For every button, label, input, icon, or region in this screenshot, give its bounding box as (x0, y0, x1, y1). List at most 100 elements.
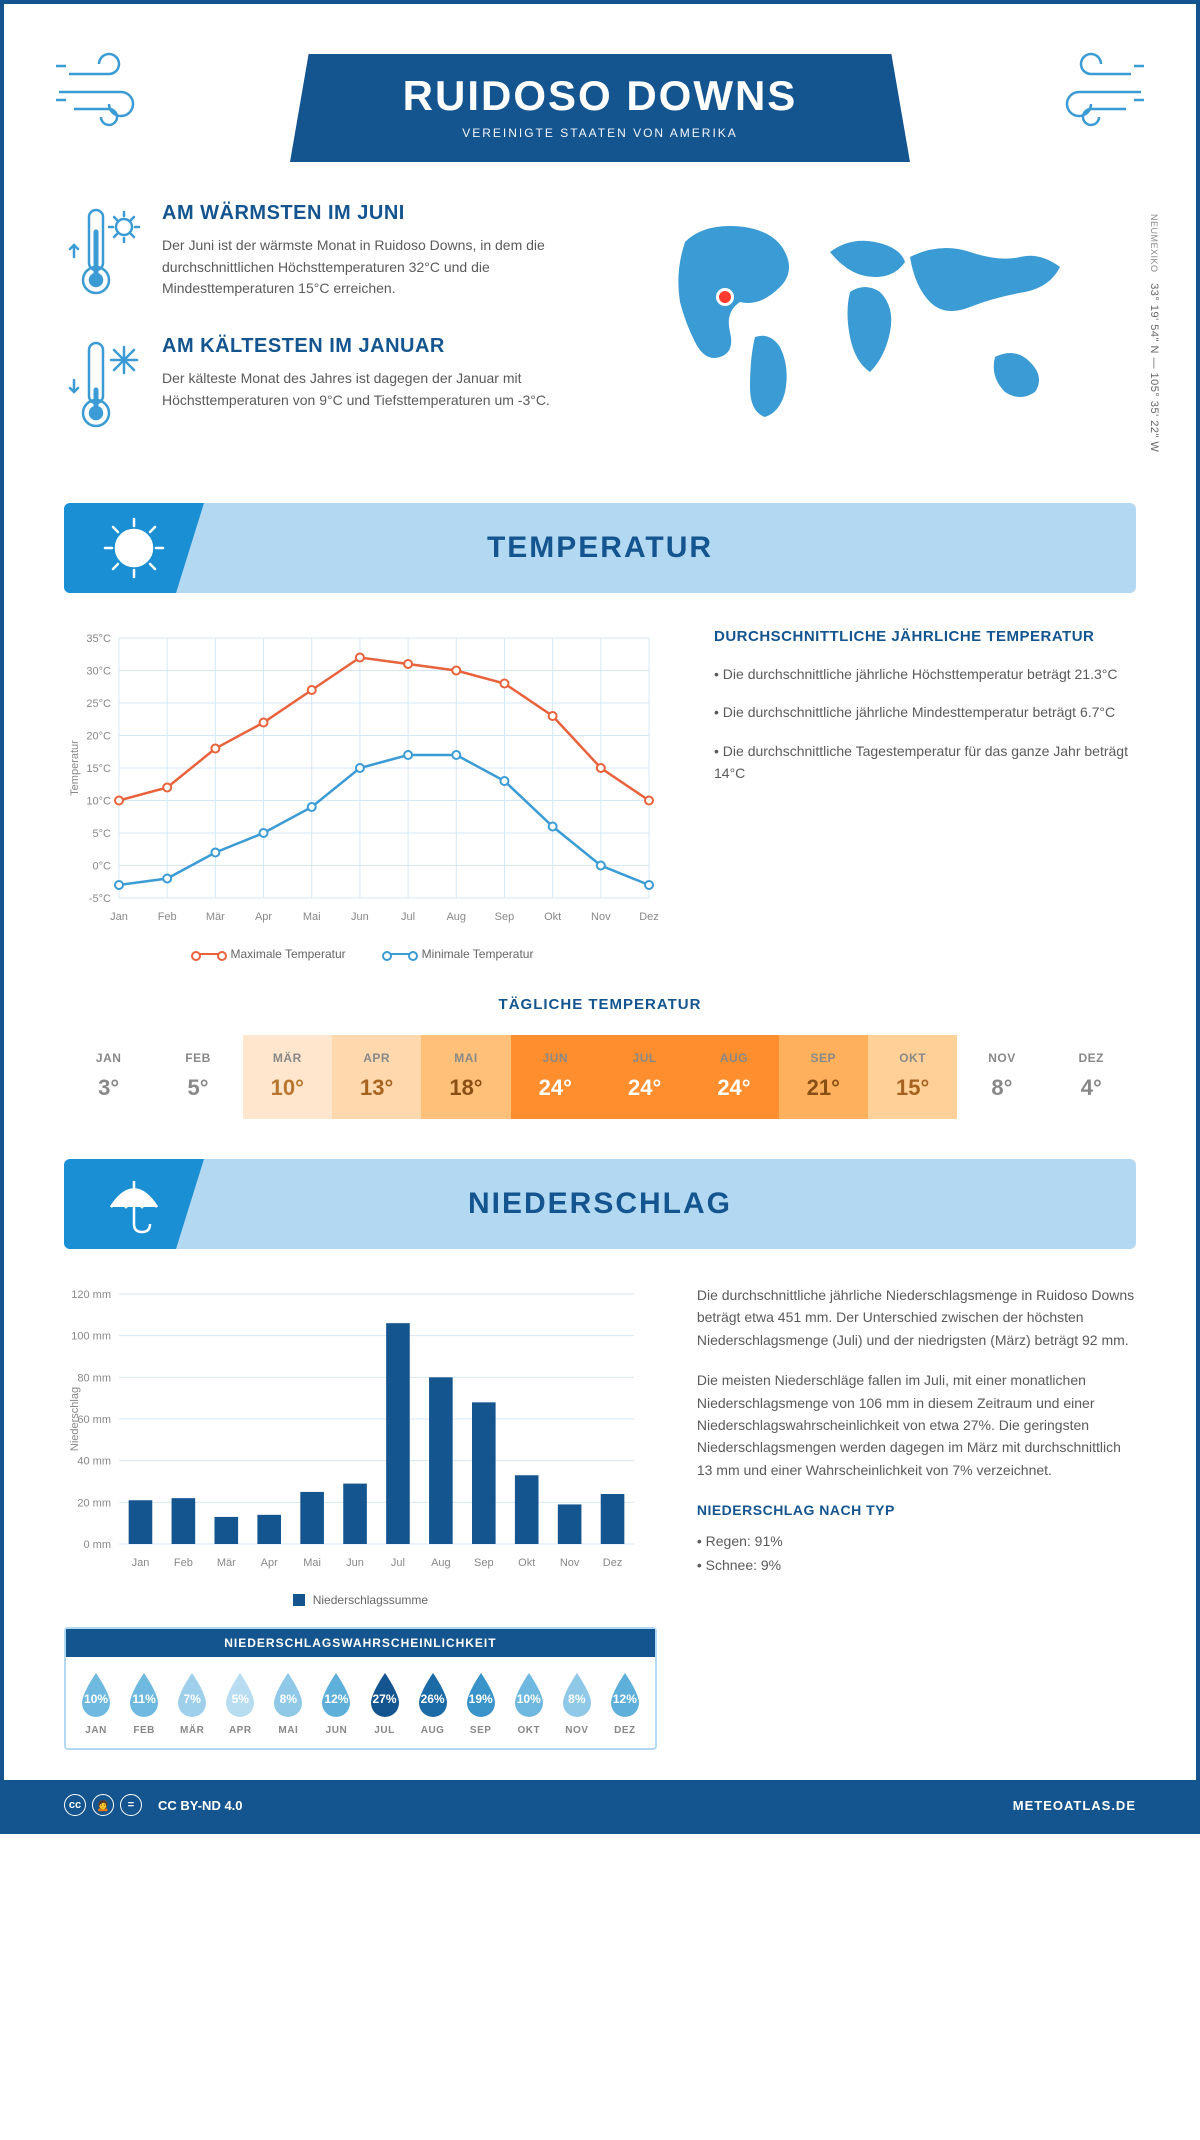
daily-temp-cell: MÄR 10° (243, 1035, 332, 1119)
svg-text:Jul: Jul (391, 1557, 405, 1569)
temp-cell-month: OKT (872, 1051, 953, 1065)
svg-text:35°C: 35°C (86, 633, 111, 645)
svg-text:40 mm: 40 mm (77, 1456, 111, 1468)
umbrella-icon (99, 1169, 169, 1239)
daily-temp-cell: OKT15° (868, 1035, 957, 1119)
probability-month: FEB (122, 1725, 166, 1736)
probability-cell: 26% AUG (411, 1671, 455, 1736)
svg-text:Niederschlag: Niederschlag (69, 1387, 81, 1451)
svg-text:Mär: Mär (217, 1557, 236, 1569)
svg-text:Apr: Apr (261, 1557, 278, 1569)
precip-chart-legend: Niederschlagssumme (64, 1593, 657, 1607)
temp-cell-value: 13° (336, 1075, 417, 1101)
svg-text:Sep: Sep (474, 1557, 494, 1569)
svg-text:0°C: 0°C (93, 861, 112, 873)
temp-cell-month: JAN (68, 1051, 149, 1065)
temp-cell-value: 5° (157, 1075, 238, 1101)
daily-temp-title: TÄGLICHE TEMPERATUR (64, 996, 1136, 1013)
legend-max: Maximale Temperatur (231, 947, 346, 961)
daily-temp-cell: JUL24° (600, 1035, 689, 1119)
probability-value: 12% (324, 1692, 348, 1706)
temperature-line-chart: -5°C0°C5°C10°C15°C20°C25°C30°C35°CJanFeb… (64, 628, 664, 928)
probability-month: JUL (362, 1725, 406, 1736)
svg-text:Apr: Apr (255, 911, 272, 923)
probability-cell: 10%JAN (74, 1671, 118, 1736)
svg-text:Temperatur: Temperatur (69, 740, 81, 796)
svg-text:15°C: 15°C (86, 763, 111, 775)
temp-cell-month: FEB (157, 1051, 238, 1065)
raindrop-icon: 26% (413, 1671, 453, 1719)
probability-value: 10% (517, 1692, 541, 1706)
coldest-text: Der kälteste Monat des Jahres ist dagege… (162, 368, 605, 411)
probability-value: 19% (469, 1692, 493, 1706)
daily-temp-cell: NOV8° (957, 1035, 1046, 1119)
precipitation-banner: NIEDERSCHLAG (64, 1159, 1136, 1249)
page-title: RUIDOSO DOWNS (330, 72, 870, 120)
thermometer-cold-icon (64, 335, 144, 435)
probability-value: 11% (132, 1692, 155, 1706)
page-subtitle: VEREINIGTE STAATEN VON AMERIKA (330, 126, 870, 140)
probability-value: 7% (184, 1692, 201, 1706)
probability-month: MAI (266, 1725, 310, 1736)
svg-text:5°C: 5°C (93, 828, 112, 840)
wind-icon (54, 44, 164, 134)
precip-para1: Die durchschnittliche jährliche Niedersc… (697, 1284, 1136, 1351)
svg-text:Aug: Aug (431, 1557, 451, 1569)
daily-temp-cell: FEB 5° (153, 1035, 242, 1119)
region-label: NEUMEXIKO (1149, 214, 1159, 273)
temp-cell-month: APR (336, 1051, 417, 1065)
coords-value: 33° 19' 54" N — 105° 35' 22" W (1148, 283, 1160, 452)
temp-cell-month: MAI (425, 1051, 506, 1065)
world-map: NEUMEXIKO 33° 19' 54" N — 105° 35' 22" W (645, 202, 1136, 468)
daily-temperature-table: TÄGLICHE TEMPERATUR JAN3° FEB 5° MÄR 10° APR 1… (64, 996, 1136, 1119)
raindrop-icon: 10% (509, 1671, 549, 1719)
temp-cell-value: 4° (1051, 1075, 1132, 1101)
temp-cell-month: NOV (961, 1051, 1042, 1065)
temp-chart-legend: Maximale Temperatur Minimale Temperatur (64, 947, 664, 961)
precip-snow: • Schnee: 9% (697, 1554, 1136, 1576)
probability-cell: 27% JUL (362, 1671, 406, 1736)
license-badge: cc 🙍 = CC BY-ND 4.0 (64, 1794, 243, 1816)
probability-month: JUN (314, 1725, 358, 1736)
temp-cell-month: MÄR (247, 1051, 328, 1065)
daily-temp-cell: JUN24° (511, 1035, 600, 1119)
svg-text:60 mm: 60 mm (77, 1414, 111, 1426)
footer: cc 🙍 = CC BY-ND 4.0 METEOATLAS.DE (4, 1780, 1196, 1830)
probability-month: NOV (555, 1725, 599, 1736)
probability-month: MÄR (170, 1725, 214, 1736)
precip-type-title: NIEDERSCHLAG NACH TYP (697, 1499, 1136, 1521)
svg-text:20°C: 20°C (86, 731, 111, 743)
precip-legend: Niederschlagssumme (313, 1593, 428, 1607)
probability-value: 5% (232, 1692, 249, 1706)
daily-temp-cell: DEZ 4° (1047, 1035, 1136, 1119)
svg-text:Feb: Feb (158, 911, 177, 923)
probability-month: APR (218, 1725, 262, 1736)
probability-month: OKT (507, 1725, 551, 1736)
svg-text:25°C: 25°C (86, 698, 111, 710)
temp-bullet2: • Die durchschnittliche jährliche Mindes… (714, 701, 1136, 723)
probability-month: AUG (411, 1725, 455, 1736)
svg-text:120 mm: 120 mm (71, 1289, 111, 1301)
precip-para2: Die meisten Niederschläge fallen im Juli… (697, 1369, 1136, 1481)
warmest-block: AM WÄRMSTEN IM JUNI Der Juni ist der wär… (64, 202, 605, 307)
temp-cell-month: JUL (604, 1051, 685, 1065)
temp-cell-value: 10° (247, 1075, 328, 1101)
temp-cell-value: 21° (783, 1075, 864, 1101)
coldest-title: AM KÄLTESTEN IM JANUAR (162, 335, 605, 358)
svg-text:Dez: Dez (639, 911, 659, 923)
temperature-title: TEMPERATUR (487, 531, 713, 565)
svg-text:Aug: Aug (446, 911, 466, 923)
daily-temp-cell: JAN3° (64, 1035, 153, 1119)
svg-text:Jan: Jan (110, 911, 128, 923)
nd-icon: = (120, 1794, 142, 1816)
raindrop-icon: 12% (316, 1671, 356, 1719)
daily-temp-cell: APR 13° (332, 1035, 421, 1119)
probability-cell: 8%NOV (555, 1671, 599, 1736)
raindrop-icon: 19% (461, 1671, 501, 1719)
by-icon: 🙍 (92, 1794, 114, 1816)
svg-text:Jan: Jan (132, 1557, 150, 1569)
temp-cell-month: DEZ (1051, 1051, 1132, 1065)
raindrop-icon: 27% (365, 1671, 405, 1719)
warmest-text: Der Juni ist der wärmste Monat in Ruidos… (162, 235, 605, 300)
raindrop-icon: 10% (76, 1671, 116, 1719)
